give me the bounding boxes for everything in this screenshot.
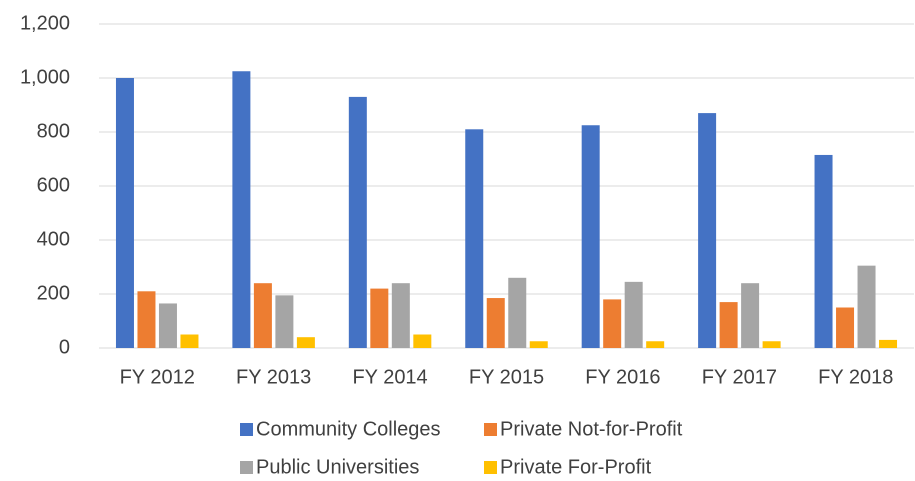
x-tick-label: FY 2015 (469, 366, 544, 388)
legend-swatch (484, 423, 497, 436)
y-tick-label: 0 (59, 336, 70, 358)
bar (391, 283, 410, 348)
x-tick-label: FY 2017 (702, 366, 777, 388)
bar (348, 96, 367, 349)
legend-label: Private For-Profit (500, 456, 652, 478)
bar (624, 281, 643, 348)
bar (857, 265, 876, 348)
bar (879, 339, 898, 348)
legend-label: Public Universities (256, 456, 419, 478)
bar (698, 113, 717, 348)
x-tick-label: FY 2016 (585, 366, 660, 388)
legend-swatch (484, 461, 497, 474)
bar (115, 78, 134, 348)
y-tick-label: 600 (37, 174, 70, 196)
y-tick-label: 200 (37, 282, 70, 304)
legend-label: Community Colleges (256, 418, 441, 440)
legend-swatch (240, 461, 253, 474)
y-tick-label: 1,000 (20, 66, 70, 88)
y-tick-label: 800 (37, 120, 70, 142)
bar (275, 295, 294, 348)
bar (137, 291, 156, 348)
bar (762, 341, 781, 348)
y-tick-label: 400 (37, 228, 70, 250)
bar (741, 283, 760, 348)
bar (232, 71, 251, 348)
x-tick-label: FY 2012 (120, 366, 195, 388)
bar (603, 299, 622, 348)
bar (413, 334, 432, 348)
bar (646, 341, 665, 348)
bar (465, 129, 484, 348)
bar (836, 307, 855, 348)
legend-swatch (240, 423, 253, 436)
bar (253, 283, 272, 348)
bar (486, 298, 505, 348)
bar (719, 302, 738, 348)
bar (370, 288, 389, 348)
bar (158, 303, 177, 348)
bar (814, 154, 833, 348)
x-tick-label: FY 2013 (236, 366, 311, 388)
bar (581, 125, 600, 348)
bar (508, 277, 527, 348)
x-tick-label: FY 2018 (818, 366, 893, 388)
bar (296, 337, 315, 348)
legend-label: Private Not-for-Profit (500, 418, 683, 440)
bar (180, 334, 199, 348)
bar (529, 341, 548, 348)
y-tick-label: 1,200 (20, 12, 70, 34)
x-tick-label: FY 2014 (352, 366, 427, 388)
